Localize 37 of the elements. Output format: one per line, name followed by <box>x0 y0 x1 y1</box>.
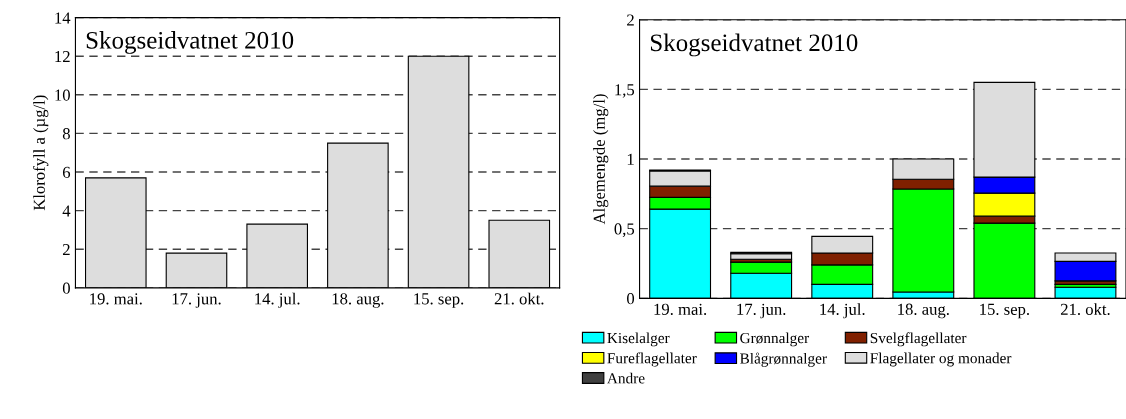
chart-title: Skogseidvatnet 2010 <box>86 31 294 54</box>
y-tick-label: 0,5 <box>614 223 635 238</box>
bar <box>730 253 793 260</box>
y-tick-label: 8 <box>62 128 70 140</box>
x-tick-label: 21. okt. <box>1060 303 1110 315</box>
legend-label: Blågrønnalger <box>740 352 827 367</box>
legend-label: Svelgflagellater <box>870 332 967 347</box>
legend-label: Fureflagellater <box>607 352 697 367</box>
x-tick-label: 18. aug. <box>332 293 384 308</box>
y-tick-label: 1 <box>627 153 634 165</box>
y-axis-title: Klorofyll a (µg/l) <box>33 95 49 211</box>
x-tick-label: 14. jul. <box>255 292 300 308</box>
legend-label: Andre <box>607 372 645 384</box>
legend-label: Flagellater og monader <box>870 352 1012 367</box>
y-tick-label: 2 <box>62 243 70 256</box>
y-tick-label: 6 <box>62 166 71 178</box>
y-axis-title: Algemengde (mg/l) <box>593 94 609 225</box>
text: Skogseidvatnet 2010 <box>650 33 858 57</box>
y-tick-label: 0 <box>627 293 635 305</box>
x-tick-label: 17. jun. <box>737 303 786 319</box>
y-tick-label: 1,5 <box>615 84 635 98</box>
y-tick-label: 12 <box>55 50 70 62</box>
y-tick-label: 0 <box>62 282 70 294</box>
y-tick-label: 2 <box>627 14 634 26</box>
legend-label: Kiselalger <box>607 332 670 347</box>
x-tick-label: 15. sep. <box>980 303 1029 319</box>
x-tick-label: 15. sep. <box>414 293 464 308</box>
x-tick-label: 19. mai. <box>90 293 142 305</box>
x-tick-label: 21. okt. <box>494 292 544 305</box>
legend-label: Grønnalger <box>740 332 810 347</box>
x-tick-label: 19. mai. <box>654 303 707 315</box>
y-tick-label: 4 <box>62 205 71 217</box>
y-tick-label: 10 <box>55 89 70 101</box>
y-tick-label: 14 <box>55 12 71 24</box>
x-tick-label: 18. aug. <box>898 303 949 319</box>
x-tick-label: 14. jul. <box>820 303 865 319</box>
x-tick-label: 17. jun. <box>172 293 221 308</box>
